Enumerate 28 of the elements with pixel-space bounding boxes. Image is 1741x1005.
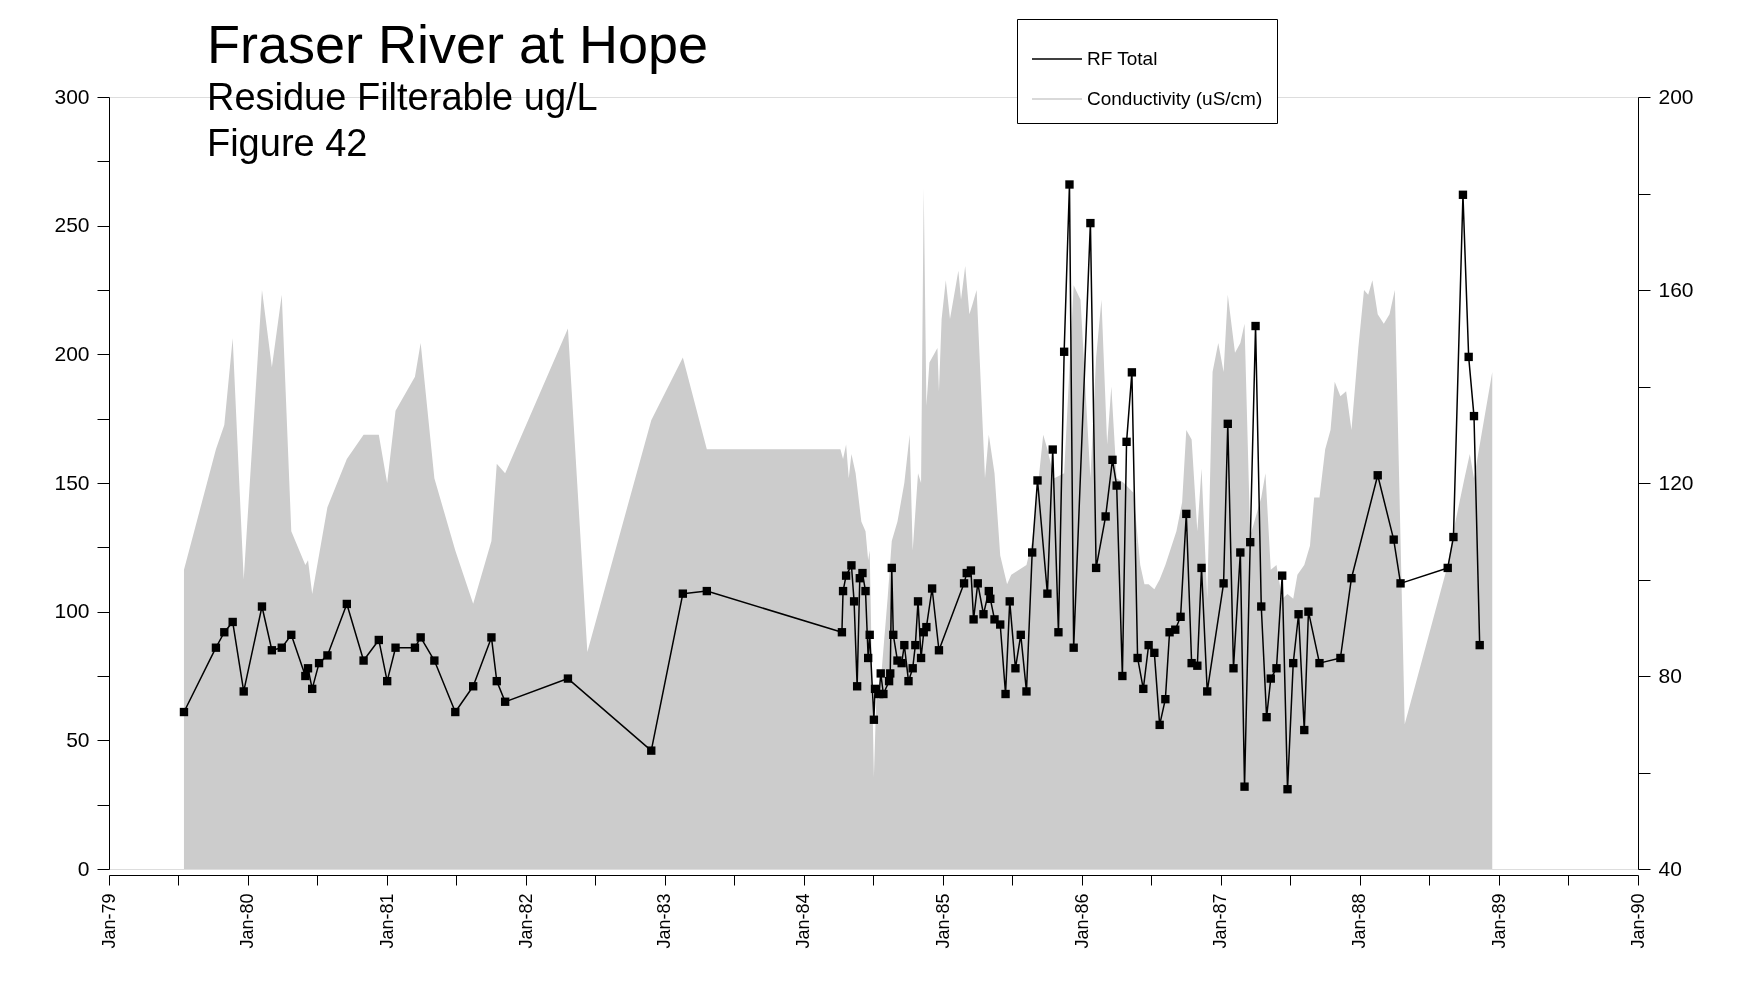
x-tick-label: Jan-90 xyxy=(1627,893,1648,949)
chart-subtitle: Residue Filterable ug/L Figure 42 xyxy=(206,75,598,164)
x-tick-label: Jan-79 xyxy=(98,893,119,949)
x-tick-label: Jan-86 xyxy=(1071,893,1092,949)
x-tick-label: Jan-83 xyxy=(654,893,675,949)
y-tick-label: 50 xyxy=(66,727,90,751)
x-tick-label: Jan-82 xyxy=(515,893,536,949)
y-tick-label: 250 xyxy=(54,213,90,237)
x-tick-label: Jan-89 xyxy=(1488,893,1509,949)
x-tick-label: Jan-81 xyxy=(376,893,397,949)
y2-tick-label: 40 xyxy=(1658,856,1682,880)
y2-tick-label: 120 xyxy=(1658,470,1694,494)
y2-tick-label: 200 xyxy=(1658,84,1694,108)
legend-label: Conductivity (uS/cm) xyxy=(1087,88,1263,109)
y-tick-label: 200 xyxy=(54,341,90,365)
x-tick-label: Jan-84 xyxy=(793,893,814,949)
y-tick-label: 0 xyxy=(77,856,90,880)
x-tick-label: Jan-80 xyxy=(237,893,258,949)
y2-tick-label: 80 xyxy=(1658,663,1682,687)
y-tick-label: 300 xyxy=(54,84,90,108)
y-tick-label: 150 xyxy=(54,470,90,494)
chart-title: Fraser River at Hope xyxy=(206,13,709,74)
legend-label: RF Total xyxy=(1087,48,1158,69)
x-tick-label: Jan-87 xyxy=(1210,893,1231,949)
x-tick-label: Jan-85 xyxy=(932,893,953,949)
y2-tick-label: 160 xyxy=(1658,277,1694,301)
x-tick-label: Jan-88 xyxy=(1349,893,1370,949)
y-tick-label: 100 xyxy=(54,599,90,623)
